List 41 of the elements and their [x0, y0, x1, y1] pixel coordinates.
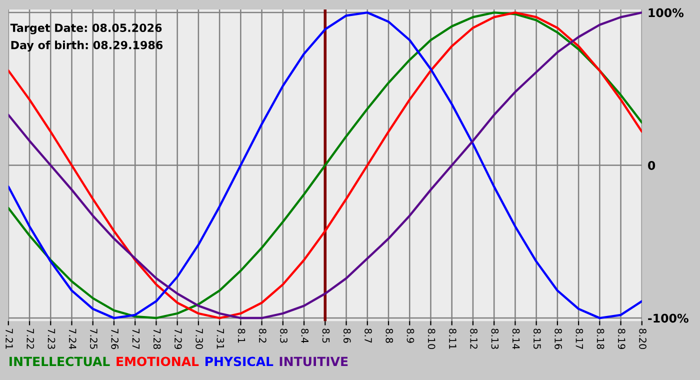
x-tick-label: 8.20: [639, 328, 646, 350]
x-tick-label: 7.26: [111, 328, 119, 350]
x-tick-label: 8.14: [512, 328, 520, 350]
x-tick-label: 7.24: [69, 328, 76, 350]
y-tick-label: 0: [648, 161, 656, 170]
text: PHYSICAL: [206, 356, 274, 366]
x-tick-label: 8.19: [618, 328, 626, 350]
text: EMOTIONAL: [116, 356, 199, 366]
x-tick-label: 7.28: [153, 328, 161, 350]
x-tick-label: 8.8: [386, 328, 394, 343]
x-tick-label: 8.3: [280, 328, 288, 343]
x-tick-label: 8.17: [576, 328, 584, 349]
x-tick-label: 7.23: [48, 328, 56, 349]
x-tick-label: 8.6: [343, 328, 351, 343]
x-tick-label: 8.18: [596, 328, 604, 350]
x-tick-label: 7.21: [6, 328, 13, 349]
x-tick-label: 8.10: [428, 328, 436, 350]
line-series: [8, 11, 642, 320]
x-tick-label: 8.5: [322, 328, 330, 343]
x-tick-label: 8.7: [364, 328, 372, 343]
x-tick-label: 7.27: [132, 328, 140, 349]
x-tick-label: 8.11: [449, 328, 456, 349]
x-tick-label: 7.25: [90, 328, 98, 349]
y-tick-label: -100%: [648, 314, 688, 323]
x-tick-label: 7.30: [196, 328, 203, 350]
text: INTELLECTUAL: [10, 356, 110, 366]
annotation: Day of birth: 08.29.1986: [11, 40, 163, 52]
x-tick-label: 7.29: [174, 328, 182, 350]
x-tick-label: 8.12: [470, 328, 478, 349]
annotation: Target Date: 08.05.2026: [10, 24, 162, 34]
x-tick-label: 7.31: [216, 328, 224, 349]
x-tick-label: 7.22: [26, 328, 34, 349]
x-tick-label: 8.9: [406, 328, 414, 343]
x-tick-label: 8.2: [258, 328, 266, 343]
x-tick-label: 8.13: [491, 328, 499, 349]
x-tick-label: 8.16: [554, 328, 562, 350]
text: INTUITIVE: [280, 356, 348, 366]
x-tick-label: 8.4: [301, 328, 309, 343]
y-tick-label: 100%: [648, 8, 684, 18]
x-tick-label: 8.15: [533, 328, 541, 349]
x-tick-label: 8.1: [238, 328, 246, 343]
